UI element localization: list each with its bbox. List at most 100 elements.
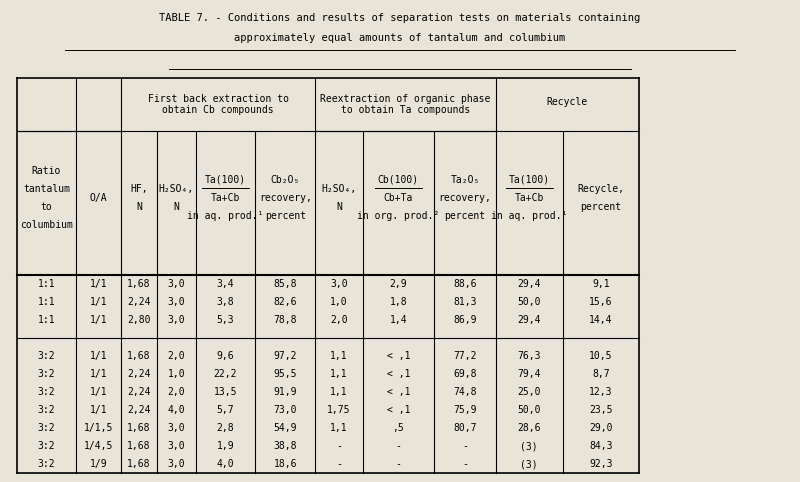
Text: 54,9: 54,9	[274, 423, 297, 433]
Text: 5,3: 5,3	[217, 315, 234, 325]
Text: 18,6: 18,6	[274, 459, 297, 469]
Text: 76,3: 76,3	[518, 351, 541, 361]
Text: 77,2: 77,2	[454, 351, 477, 361]
Text: TABLE 7. - Conditions and results of separation tests on materials containing: TABLE 7. - Conditions and results of sep…	[159, 13, 641, 23]
Text: 1/1: 1/1	[90, 296, 107, 307]
Text: Ta+Cb: Ta+Cb	[210, 193, 240, 203]
Text: 1/1: 1/1	[90, 351, 107, 361]
Text: 50,0: 50,0	[518, 405, 541, 415]
Text: H₂SO₄,: H₂SO₄,	[158, 184, 194, 194]
Text: 9,1: 9,1	[592, 279, 610, 289]
Text: 78,8: 78,8	[274, 315, 297, 325]
Text: 2,24: 2,24	[127, 369, 150, 379]
Text: 3:2: 3:2	[38, 405, 55, 415]
Text: Recycle,: Recycle,	[578, 184, 624, 194]
Text: 86,9: 86,9	[454, 315, 477, 325]
Text: N: N	[174, 202, 179, 212]
Text: 3,4: 3,4	[217, 279, 234, 289]
Text: 1/1: 1/1	[90, 315, 107, 325]
Text: percent: percent	[445, 211, 486, 221]
Text: ,5: ,5	[393, 423, 404, 433]
Text: < ,1: < ,1	[386, 369, 410, 379]
Text: 3:2: 3:2	[38, 423, 55, 433]
Text: 85,8: 85,8	[274, 279, 297, 289]
Text: 2,0: 2,0	[330, 315, 348, 325]
Text: 3,8: 3,8	[217, 296, 234, 307]
Text: Ta₂O₅: Ta₂O₅	[450, 174, 480, 185]
Text: 1/1: 1/1	[90, 405, 107, 415]
Text: 1,9: 1,9	[217, 442, 234, 451]
Text: 92,3: 92,3	[589, 459, 613, 469]
Text: 9,6: 9,6	[217, 351, 234, 361]
Text: 1:1: 1:1	[38, 279, 55, 289]
Text: 3:2: 3:2	[38, 459, 55, 469]
Text: 73,0: 73,0	[274, 405, 297, 415]
Text: 15,6: 15,6	[589, 296, 613, 307]
Text: 3:2: 3:2	[38, 351, 55, 361]
Text: 29,4: 29,4	[518, 279, 541, 289]
Text: columbium: columbium	[20, 220, 73, 230]
Text: 1,68: 1,68	[127, 459, 150, 469]
Text: 1:1: 1:1	[38, 315, 55, 325]
Text: 80,7: 80,7	[454, 423, 477, 433]
Text: 82,6: 82,6	[274, 296, 297, 307]
Text: 3,0: 3,0	[167, 279, 185, 289]
Text: Cb(100): Cb(100)	[378, 174, 419, 185]
Text: 28,6: 28,6	[518, 423, 541, 433]
Text: -: -	[462, 442, 468, 451]
Text: 50,0: 50,0	[518, 296, 541, 307]
Text: 1,68: 1,68	[127, 351, 150, 361]
Text: -: -	[336, 442, 342, 451]
Text: 1,68: 1,68	[127, 442, 150, 451]
Text: 3:2: 3:2	[38, 387, 55, 397]
Text: 1/1,5: 1/1,5	[83, 423, 113, 433]
Text: 1,0: 1,0	[167, 369, 185, 379]
Text: 91,9: 91,9	[274, 387, 297, 397]
Text: -: -	[336, 459, 342, 469]
Text: 1,1: 1,1	[330, 369, 348, 379]
Text: recovery,: recovery,	[438, 193, 491, 203]
Text: 29,0: 29,0	[589, 423, 613, 433]
Text: 22,2: 22,2	[214, 369, 237, 379]
Text: 2,8: 2,8	[217, 423, 234, 433]
Text: in aq. prod.¹: in aq. prod.¹	[491, 211, 567, 221]
Text: 1:1: 1:1	[38, 296, 55, 307]
Text: tantalum: tantalum	[23, 184, 70, 194]
Text: 3:2: 3:2	[38, 369, 55, 379]
Text: 1/9: 1/9	[90, 459, 107, 469]
Text: 1,1: 1,1	[330, 423, 348, 433]
Text: < ,1: < ,1	[386, 387, 410, 397]
Text: 12,3: 12,3	[589, 387, 613, 397]
Text: 23,5: 23,5	[589, 405, 613, 415]
Text: 5,7: 5,7	[217, 405, 234, 415]
Text: (3): (3)	[520, 459, 538, 469]
Text: -: -	[462, 459, 468, 469]
Text: 1/1: 1/1	[90, 369, 107, 379]
Text: 3,0: 3,0	[167, 442, 185, 451]
Text: Ta(100): Ta(100)	[509, 174, 550, 185]
Text: 14,4: 14,4	[589, 315, 613, 325]
Text: HF,: HF,	[130, 184, 148, 194]
Text: in org. prod.²: in org. prod.²	[358, 211, 439, 221]
Text: 95,5: 95,5	[274, 369, 297, 379]
Text: 29,4: 29,4	[518, 315, 541, 325]
Text: Reextraction of organic phase
to obtain Ta compounds: Reextraction of organic phase to obtain …	[320, 94, 490, 115]
Text: Ta(100): Ta(100)	[205, 174, 246, 185]
Text: 1,8: 1,8	[390, 296, 407, 307]
Text: 97,2: 97,2	[274, 351, 297, 361]
Text: 84,3: 84,3	[589, 442, 613, 451]
Text: 2,0: 2,0	[167, 387, 185, 397]
Text: 38,8: 38,8	[274, 442, 297, 451]
Text: First back extraction to
obtain Cb compounds: First back extraction to obtain Cb compo…	[148, 94, 289, 115]
Text: 2,9: 2,9	[390, 279, 407, 289]
Text: 69,8: 69,8	[454, 369, 477, 379]
Text: 2,24: 2,24	[127, 296, 150, 307]
Text: 75,9: 75,9	[454, 405, 477, 415]
Text: 4,0: 4,0	[167, 405, 185, 415]
Text: Recycle: Recycle	[547, 97, 588, 107]
Text: in aq. prod.¹: in aq. prod.¹	[187, 211, 263, 221]
Text: 1,68: 1,68	[127, 423, 150, 433]
Text: 1,75: 1,75	[327, 405, 350, 415]
Text: Ratio: Ratio	[32, 165, 61, 175]
Text: Cb+Ta: Cb+Ta	[384, 193, 413, 203]
